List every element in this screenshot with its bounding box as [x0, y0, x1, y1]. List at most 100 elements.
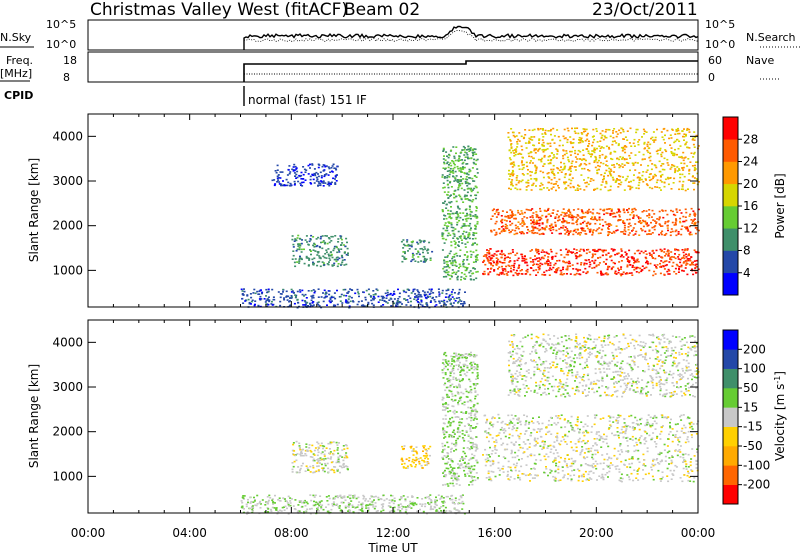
- power-echo-cell: [603, 147, 605, 149]
- power-echo-cell: [417, 291, 419, 293]
- power-echo-cell: [672, 129, 674, 131]
- power-echo-cell: [572, 219, 574, 221]
- power-echo-cell: [612, 216, 614, 218]
- power-echo-cell: [568, 222, 570, 224]
- power-echo-cell: [490, 218, 492, 220]
- power-echo-cell: [445, 296, 447, 298]
- velocity-echo-cell: [381, 499, 383, 501]
- velocity-echo-cell: [317, 503, 319, 505]
- power-echo-cell: [475, 238, 477, 240]
- velocity-echo-cell: [445, 372, 447, 374]
- power-echo-cell: [336, 261, 338, 263]
- power-echo-cell: [294, 262, 296, 264]
- power-echo-cell: [446, 218, 448, 220]
- velocity-echo-cell: [389, 511, 391, 513]
- power-echo-cell: [581, 210, 583, 212]
- power-echo-cell: [555, 190, 557, 192]
- power-echo-cell: [541, 274, 543, 276]
- power-echo-cell: [587, 210, 589, 212]
- cpid-label: CPID: [4, 89, 33, 102]
- velocity-echo-cell: [309, 444, 311, 446]
- power-echo-cell: [606, 209, 608, 211]
- power-echo-cell: [329, 171, 331, 173]
- power-echo-cell: [546, 270, 548, 272]
- velocity-echo-cell: [428, 448, 430, 450]
- power-echo-cell: [444, 191, 446, 193]
- velocity-echo-cell: [442, 359, 444, 361]
- power-echo-cell: [528, 209, 530, 211]
- power-echo-cell: [446, 266, 448, 268]
- power-echo-cell: [583, 249, 585, 251]
- power-echo-cell: [324, 253, 326, 255]
- velocity-echo-cell: [447, 462, 449, 464]
- power-echo-cell: [458, 231, 460, 233]
- power-echo-cell: [365, 299, 367, 301]
- velocity-echo-cell: [322, 469, 324, 471]
- power-echo-cell: [606, 137, 608, 139]
- power-echo-cell: [562, 158, 564, 160]
- velocity-echo-cell: [460, 503, 462, 505]
- power-echo-cell: [462, 201, 464, 203]
- power-echo-cell: [334, 178, 336, 180]
- power-echo-cell: [611, 260, 613, 262]
- power-echo-cell: [682, 189, 684, 191]
- power-echo-cell: [464, 274, 466, 276]
- velocity-echo-cell: [305, 446, 307, 448]
- velocity-echo-cell: [476, 418, 478, 420]
- power-echo-cell: [645, 250, 647, 252]
- power-echo-cell: [605, 131, 607, 133]
- velocity-echo-cell: [390, 506, 392, 508]
- power-echo-cell: [309, 167, 311, 169]
- power-echo-cell: [305, 171, 307, 173]
- power-echo-cell: [648, 209, 650, 211]
- power-echo-cell: [445, 239, 447, 241]
- power-echo-cell: [461, 188, 463, 190]
- power-echo-cell: [544, 228, 546, 230]
- power-echo-cell: [324, 242, 326, 244]
- power-echo-cell: [521, 256, 523, 258]
- velocity-echo-cell: [372, 506, 374, 508]
- power-echo-cell: [508, 173, 510, 175]
- power-echo-cell: [563, 163, 565, 165]
- power-echo-cell: [563, 219, 565, 221]
- power-echo-cell: [472, 199, 474, 201]
- velocity-echo-cell: [444, 445, 446, 447]
- power-echo-cell: [562, 227, 564, 229]
- velocity-echo-cell: [466, 391, 468, 393]
- velocity-echo-cell: [312, 495, 314, 497]
- power-echo-cell: [454, 164, 456, 166]
- velocity-echo-cell: [462, 467, 464, 469]
- power-echo-cell: [623, 271, 625, 273]
- power-echo-cell: [471, 201, 473, 203]
- power-echo-cell: [645, 267, 647, 269]
- power-echo-cell: [628, 229, 630, 231]
- power-echo-cell: [411, 292, 413, 294]
- velocity-echo-cell: [329, 498, 331, 500]
- power-echo-cell: [692, 274, 694, 276]
- power-echo-cell: [259, 296, 261, 298]
- power-echo-cell: [653, 141, 655, 143]
- power-echo-cell: [463, 231, 465, 233]
- power-echo-cell: [302, 294, 304, 296]
- power-echo-cell: [633, 259, 635, 261]
- power-echo-cell: [683, 133, 685, 135]
- velocity-echo-cell: [426, 462, 428, 464]
- power-echo-cell: [530, 257, 532, 259]
- power-echo-cell: [454, 167, 456, 169]
- power-echo-cell: [628, 234, 630, 236]
- power-echo-cell: [592, 231, 594, 233]
- power-echo-cell: [577, 188, 579, 190]
- power-echo-cell: [420, 294, 422, 296]
- velocity-echo-cell: [284, 509, 286, 511]
- velocity-echo-cell: [475, 416, 477, 418]
- power-echo-cell: [605, 129, 607, 131]
- power-echo-cell: [684, 248, 686, 250]
- power-echo-cell: [670, 168, 672, 170]
- power-echo-cell: [555, 225, 557, 227]
- nsky-frame: [88, 20, 698, 50]
- power-echo-cell: [617, 220, 619, 222]
- power-echo-cell: [431, 289, 433, 291]
- power-echo-cell: [456, 224, 458, 226]
- power-echo-cell: [610, 174, 612, 176]
- power-echo-cell: [541, 233, 543, 235]
